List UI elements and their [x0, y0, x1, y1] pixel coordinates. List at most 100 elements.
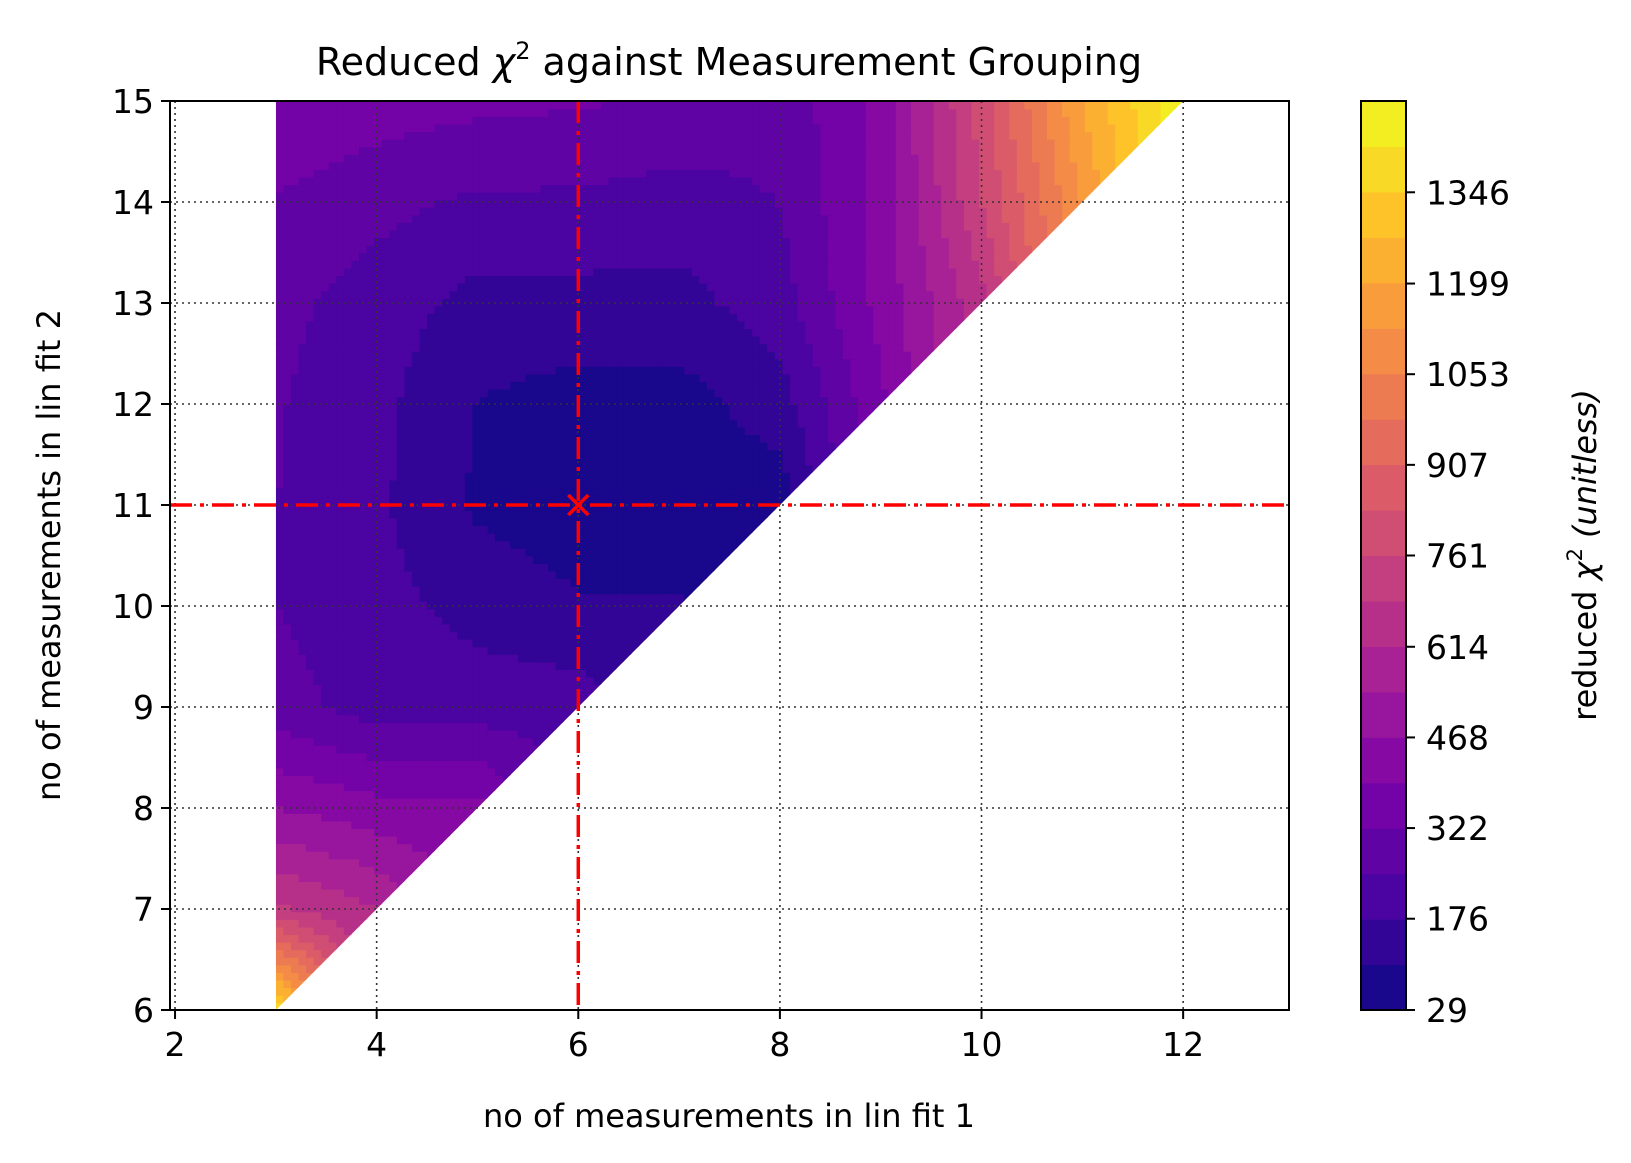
contour-cell: [1115, 744, 1124, 754]
contour-cell: [653, 941, 663, 951]
contour-cell: [555, 850, 564, 860]
contour-cell: [865, 934, 874, 943]
contour-cell: [1039, 835, 1048, 845]
contour-cell: [502, 987, 512, 996]
contour-cell: [608, 903, 617, 913]
contour-cell: [1160, 994, 1169, 1004]
contour-cell: [669, 699, 678, 708]
contour-cell: [676, 911, 685, 920]
contour-cell: [1130, 767, 1139, 776]
contour-cell: [676, 820, 685, 830]
contour-cell: [449, 714, 459, 723]
contour-cell: [903, 934, 912, 943]
contour-cell: [343, 782, 353, 792]
contour-cell: [873, 911, 882, 920]
contour-cell: [918, 775, 927, 784]
contour-cell: [608, 691, 617, 701]
contour-cell: [404, 790, 413, 799]
contour-cell: [411, 919, 421, 928]
contour-cell: [979, 843, 988, 852]
contour-cell: [842, 941, 852, 951]
contour-cell: [442, 835, 451, 845]
contour-cell: [676, 866, 685, 875]
contour-cell: [1160, 987, 1169, 996]
contour-cell: [290, 896, 300, 905]
contour-cell: [1077, 843, 1086, 852]
contour-cell: [669, 760, 678, 769]
contour-cell: [1001, 926, 1011, 936]
contour-cell: [457, 714, 466, 723]
contour-cell: [532, 972, 542, 981]
contour-cell: [1001, 737, 1011, 746]
contour-cell: [487, 850, 496, 860]
contour-cell: [479, 767, 489, 776]
contour-cell: [865, 866, 874, 875]
contour-cell: [827, 964, 837, 973]
contour-cell: [956, 722, 965, 731]
contour-cell: [676, 858, 685, 867]
contour-cell: [646, 813, 655, 822]
contour-cell: [600, 949, 610, 958]
contour-cell: [684, 790, 693, 799]
contour-cell: [850, 714, 859, 723]
contour-cell: [684, 903, 693, 913]
contour-cell: [419, 956, 428, 966]
contour-cell: [1009, 888, 1018, 898]
contour-cell: [631, 919, 640, 928]
contour-cell: [676, 850, 685, 860]
contour-cell: [888, 729, 897, 739]
contour-cell: [548, 858, 557, 867]
contour-cell: [963, 820, 973, 830]
contour-cell: [956, 767, 965, 776]
contour-cell: [812, 767, 822, 776]
contour-cell: [585, 797, 595, 807]
contour-cell: [464, 699, 474, 708]
contour-cell: [336, 790, 345, 799]
contour-cell: [646, 949, 655, 958]
contour-cell: [933, 919, 943, 928]
contour-cell: [1145, 850, 1154, 860]
contour-cell: [517, 775, 527, 784]
contour-cell: [661, 858, 670, 867]
contour-cell: [502, 850, 512, 860]
contour-cell: [1092, 790, 1101, 799]
contour-cell: [888, 835, 897, 845]
contour-cell: [540, 775, 549, 784]
contour-cell: [510, 903, 519, 913]
contour-cell: [1084, 805, 1094, 814]
contour-cell: [548, 782, 557, 792]
contour-cell: [1054, 714, 1063, 723]
contour-cell: [1175, 873, 1184, 883]
contour-cell: [767, 835, 776, 845]
contour-cell: [971, 797, 980, 807]
contour-cell: [1077, 972, 1086, 981]
contour-cell: [827, 919, 837, 928]
contour-cell: [774, 722, 784, 731]
contour-cell: [873, 744, 882, 754]
contour-cell: [442, 752, 451, 761]
contour-cell: [495, 873, 504, 883]
contour-cell: [1024, 994, 1033, 1004]
contour-cell: [888, 956, 897, 966]
contour-cell: [548, 956, 557, 966]
contour-cell: [1024, 896, 1033, 905]
contour-cell: [842, 866, 852, 875]
contour-cell: [1062, 919, 1071, 928]
contour-cell: [918, 903, 927, 913]
contour-cell: [986, 941, 995, 951]
contour-cell: [449, 994, 459, 1004]
contour-cell: [502, 752, 512, 761]
contour-cell: [510, 896, 519, 905]
contour-cell: [948, 790, 958, 799]
contour-cell: [948, 760, 958, 769]
contour-cell: [918, 858, 927, 867]
contour-cell: [593, 934, 602, 943]
contour-cell: [812, 873, 822, 883]
contour-cell: [873, 722, 882, 731]
contour-cell: [948, 813, 958, 822]
contour-cell: [306, 790, 315, 799]
contour-cell: [676, 919, 685, 928]
contour-cell: [926, 888, 935, 898]
contour-cell: [1009, 843, 1018, 852]
contour-cell: [1145, 828, 1154, 837]
